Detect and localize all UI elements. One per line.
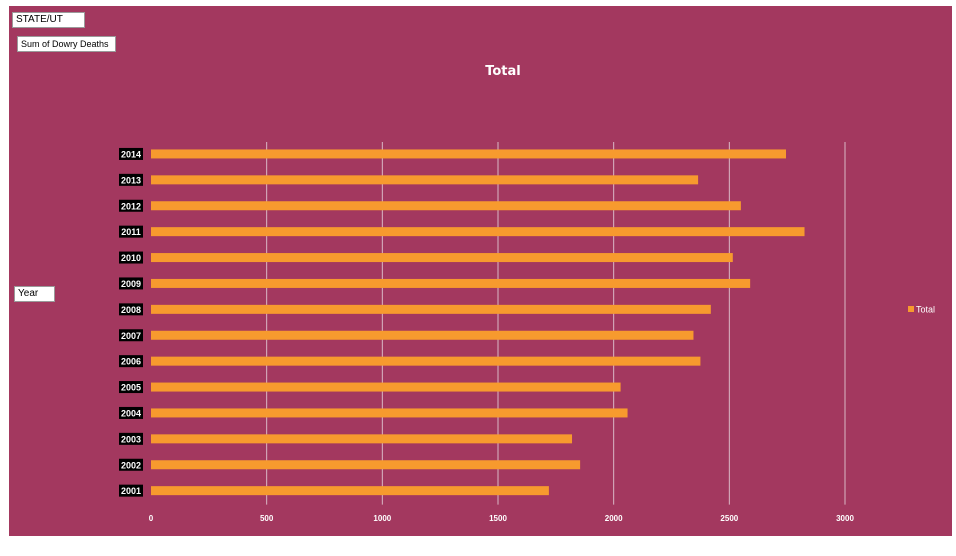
y-tick-bg-2003 — [119, 432, 143, 445]
bar-2003 — [151, 434, 573, 444]
x-tick-label-2000: 2000 — [605, 514, 623, 523]
y-tick-bg-2011 — [119, 225, 143, 238]
y-tick-label-2011: 2011 — [121, 227, 141, 237]
bar-2004 — [151, 408, 628, 418]
y-tick-labels: 2001 2002 2003 2004 2005 2006 2007 2008 2009 2010… — [119, 147, 143, 497]
y-tick-label-2007: 2007 — [121, 331, 141, 341]
y-tick-label-2014: 2014 — [121, 149, 141, 159]
y-tick-bg-2002 — [119, 458, 143, 471]
legend: Total — [908, 305, 935, 315]
y-tick-label-2013: 2013 — [121, 175, 141, 185]
x-tick-label-1000: 1000 — [373, 514, 391, 523]
y-tick-label-2010: 2010 — [121, 253, 141, 263]
bar-2006 — [151, 356, 701, 366]
y-tick-label-2005: 2005 — [121, 383, 141, 393]
x-tick-label-2500: 2500 — [720, 514, 738, 523]
sum-of-dowry-deaths-field-button[interactable]: Sum of Dowry Deaths — [17, 36, 116, 52]
bar-2008 — [151, 304, 711, 314]
gridlines — [266, 142, 846, 505]
y-tick-bg-2006 — [119, 355, 143, 368]
y-tick-label-2012: 2012 — [121, 201, 141, 211]
bar-2007 — [151, 330, 694, 340]
y-tick-bg-2008 — [119, 303, 143, 316]
legend-swatch — [908, 306, 914, 312]
bars — [151, 149, 805, 496]
y-tick-bg-2012 — [119, 199, 143, 212]
y-tick-label-2004: 2004 — [121, 408, 141, 418]
state-ut-filter-button[interactable]: STATE/UT — [12, 12, 85, 28]
x-tick-label-1500: 1500 — [489, 514, 507, 523]
bar-chart: Total 2001200220032004200520062007200820… — [119, 64, 935, 523]
y-tick-label-2006: 2006 — [121, 357, 141, 367]
bar-2011 — [151, 227, 805, 237]
bar-2001 — [151, 486, 549, 496]
y-tick-label-2001: 2001 — [121, 486, 141, 496]
y-tick-bg-2001 — [119, 484, 143, 497]
x-tick-label-500: 500 — [260, 514, 274, 523]
bar-2005 — [151, 382, 621, 392]
chart-title: Total — [485, 64, 521, 79]
year-axis-field-button[interactable]: Year — [14, 286, 55, 302]
y-tick-bg-2013 — [119, 173, 143, 186]
bar-2009 — [151, 278, 751, 288]
y-tick-label-2003: 2003 — [121, 434, 141, 444]
chart-area: STATE/UT Sum of Dowry Deaths Year Total … — [9, 6, 952, 536]
x-tick-labels: 0 500 1000 1500 2000 2500 3000 — [149, 514, 855, 523]
y-tick-bg-2014 — [119, 147, 143, 160]
y-tick-label-2008: 2008 — [121, 305, 141, 315]
y-tick-bg-2007 — [119, 329, 143, 342]
bar-2012 — [151, 201, 741, 211]
legend-label-total: Total — [916, 305, 935, 315]
y-tick-label-2002: 2002 — [121, 460, 141, 470]
y-tick-bg-2005 — [119, 381, 143, 394]
bar-2002 — [151, 460, 581, 470]
x-tick-label-3000: 3000 — [836, 514, 854, 523]
bar-2010 — [151, 253, 733, 263]
bar-2014 — [151, 149, 787, 159]
y-tick-bg-2009 — [119, 277, 143, 290]
y-tick-bg-2004 — [119, 406, 143, 419]
y-tick-label-2009: 2009 — [121, 279, 141, 289]
y-tick-bg-2010 — [119, 251, 143, 264]
x-tick-label-0: 0 — [149, 514, 154, 523]
bar-2013 — [151, 175, 699, 185]
